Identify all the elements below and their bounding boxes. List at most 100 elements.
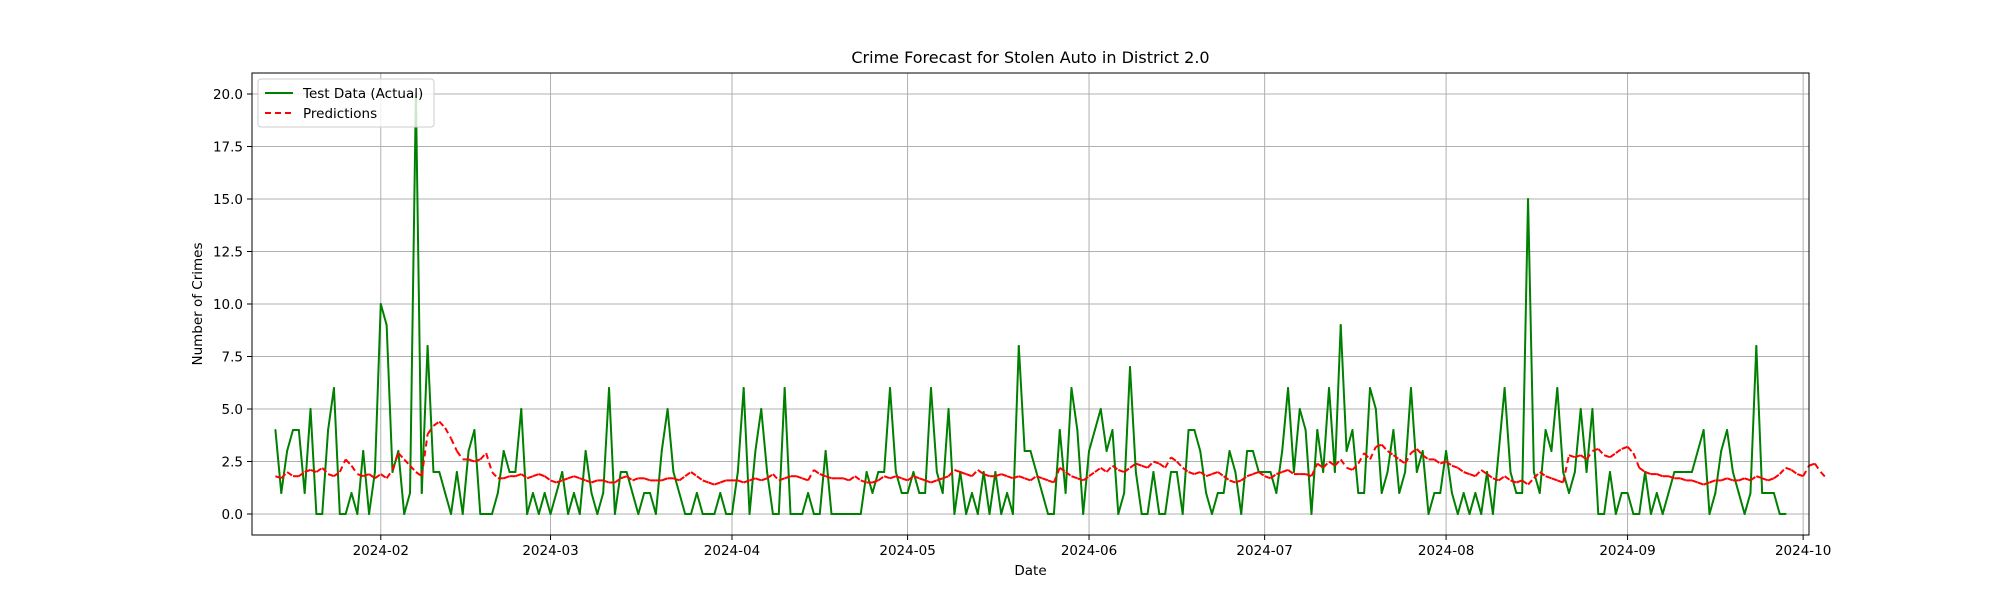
prediction-line-segment [1041,477,1049,482]
prediction-line-segment [391,452,400,471]
actual-line-segment [543,492,552,515]
prediction-line-segment [807,469,815,481]
prediction-line-segment [1380,444,1389,452]
actual-line-segment [1333,324,1342,473]
actual-line-segment [473,429,482,515]
actual-line-segment [520,408,529,515]
actual-line-segment [1298,408,1307,431]
actual-line-segment [1550,387,1559,452]
actual-line-segment [531,492,540,515]
prediction-line-segment [1638,466,1646,473]
actual-line-segment [578,450,587,515]
actual-line-segment [1538,429,1547,494]
actual-line-segment [1450,492,1459,515]
prediction-line-segment [778,477,785,482]
prediction-line-segment [1749,475,1757,482]
actual-line-segment [397,450,406,515]
actual-line-segment [286,429,294,452]
prediction-line-segment [1603,454,1611,459]
prediction-line-segment [1018,475,1025,480]
y-tick-label: 0.0 [222,507,243,523]
x-axis: 2024-02 2024-03 2024-04 2024-05 2024-06 2024-… [353,535,1831,559]
actual-line-segment [1714,450,1723,494]
actual-line-segment [1562,471,1571,494]
prediction-line-segment [1697,481,1704,486]
actual-line-segment [1339,324,1348,452]
prediction-line-segment [1375,443,1383,448]
prediction-line-segment [1339,458,1348,469]
prediction-line-segment [403,458,411,467]
prediction-line-segment [1100,466,1108,473]
actual-line-segment [1292,408,1301,473]
y-tick-label: 10.0 [213,297,243,313]
actual-line-segment [748,450,757,515]
actual-line-segment [1638,471,1647,515]
prediction-line-segment [965,473,973,478]
actual-line-segment [1234,471,1243,515]
prediction-line-segment [1504,475,1512,482]
prediction-line-segment [602,479,610,484]
prediction-line-segment [1433,458,1441,465]
prediction-line-segment [1351,462,1360,471]
prediction-line-segment [673,477,680,482]
prediction-line-segment [901,477,908,482]
prediction-line-segment [1726,477,1734,482]
legend-box [257,78,435,128]
actual-line-segment [953,471,962,515]
actual-line-segment [309,408,318,515]
prediction-line-segment [503,475,510,480]
actual-line-segment [713,492,722,515]
actual-line-segment [730,471,739,515]
actual-line-segment [1456,492,1465,515]
actual-line-segment [1041,492,1050,515]
prediction-line-segment [708,481,715,486]
actual-line-segment [1702,429,1711,515]
x-tick-label: 2024-03 [522,543,578,559]
prediction-line-segment [1785,466,1792,471]
prediction-line-segment [1422,454,1430,461]
actual-line-segment [1462,492,1471,515]
prediction-line-segment [696,475,704,482]
prediction-line-segment [1597,448,1605,456]
actual-line-segment [1503,387,1512,473]
prediction-line-segment [860,479,867,484]
prediction-line-segment [1515,479,1523,484]
prediction-line-segment [924,479,932,484]
prediction-line-segment [1439,460,1447,465]
prediction-line-segment [1305,473,1312,478]
prediction-line-segment [690,471,698,478]
prediction-line-segment [450,437,458,452]
actual-line-segment [379,303,388,326]
actual-line-segment [1737,492,1746,515]
prediction-line-segment [409,465,417,473]
prediction-line-segment [743,479,750,484]
prediction-line-segment [1404,452,1412,465]
prediction-line-segment [1006,475,1014,480]
prediction-line-segment [1510,479,1517,484]
actual-line-segment [783,387,792,515]
actual-line-segment [414,93,423,494]
prediction-line-segment [1258,471,1266,478]
prediction-line-segment [561,477,569,482]
y-tick-label: 12.5 [213,245,243,261]
prediction-line-segment [854,475,862,482]
prediction-line-segment [1123,466,1131,473]
prediction-line-segment [1170,456,1178,463]
prediction-line-segment [333,471,341,478]
actual-line-segment [1175,471,1184,515]
actual-line-segment [1421,450,1430,515]
prediction-line-segment [1556,479,1564,484]
prediction-line-segment [772,473,780,482]
prediction-line-segment [614,477,622,484]
prediction-line-segment [1592,447,1599,452]
prediction-line-segment [1568,454,1576,459]
actual-line-segment [1726,429,1734,473]
prediction-line-segment [1644,471,1652,476]
actual-line-segment [660,408,669,452]
prediction-line-segment [1281,468,1289,473]
actual-line-segment [1076,429,1085,515]
prediction-line-segment [1551,477,1558,482]
actual-line-segment [719,492,728,515]
prediction-line-segment [1310,463,1319,477]
actual-line-segment [1743,492,1752,515]
